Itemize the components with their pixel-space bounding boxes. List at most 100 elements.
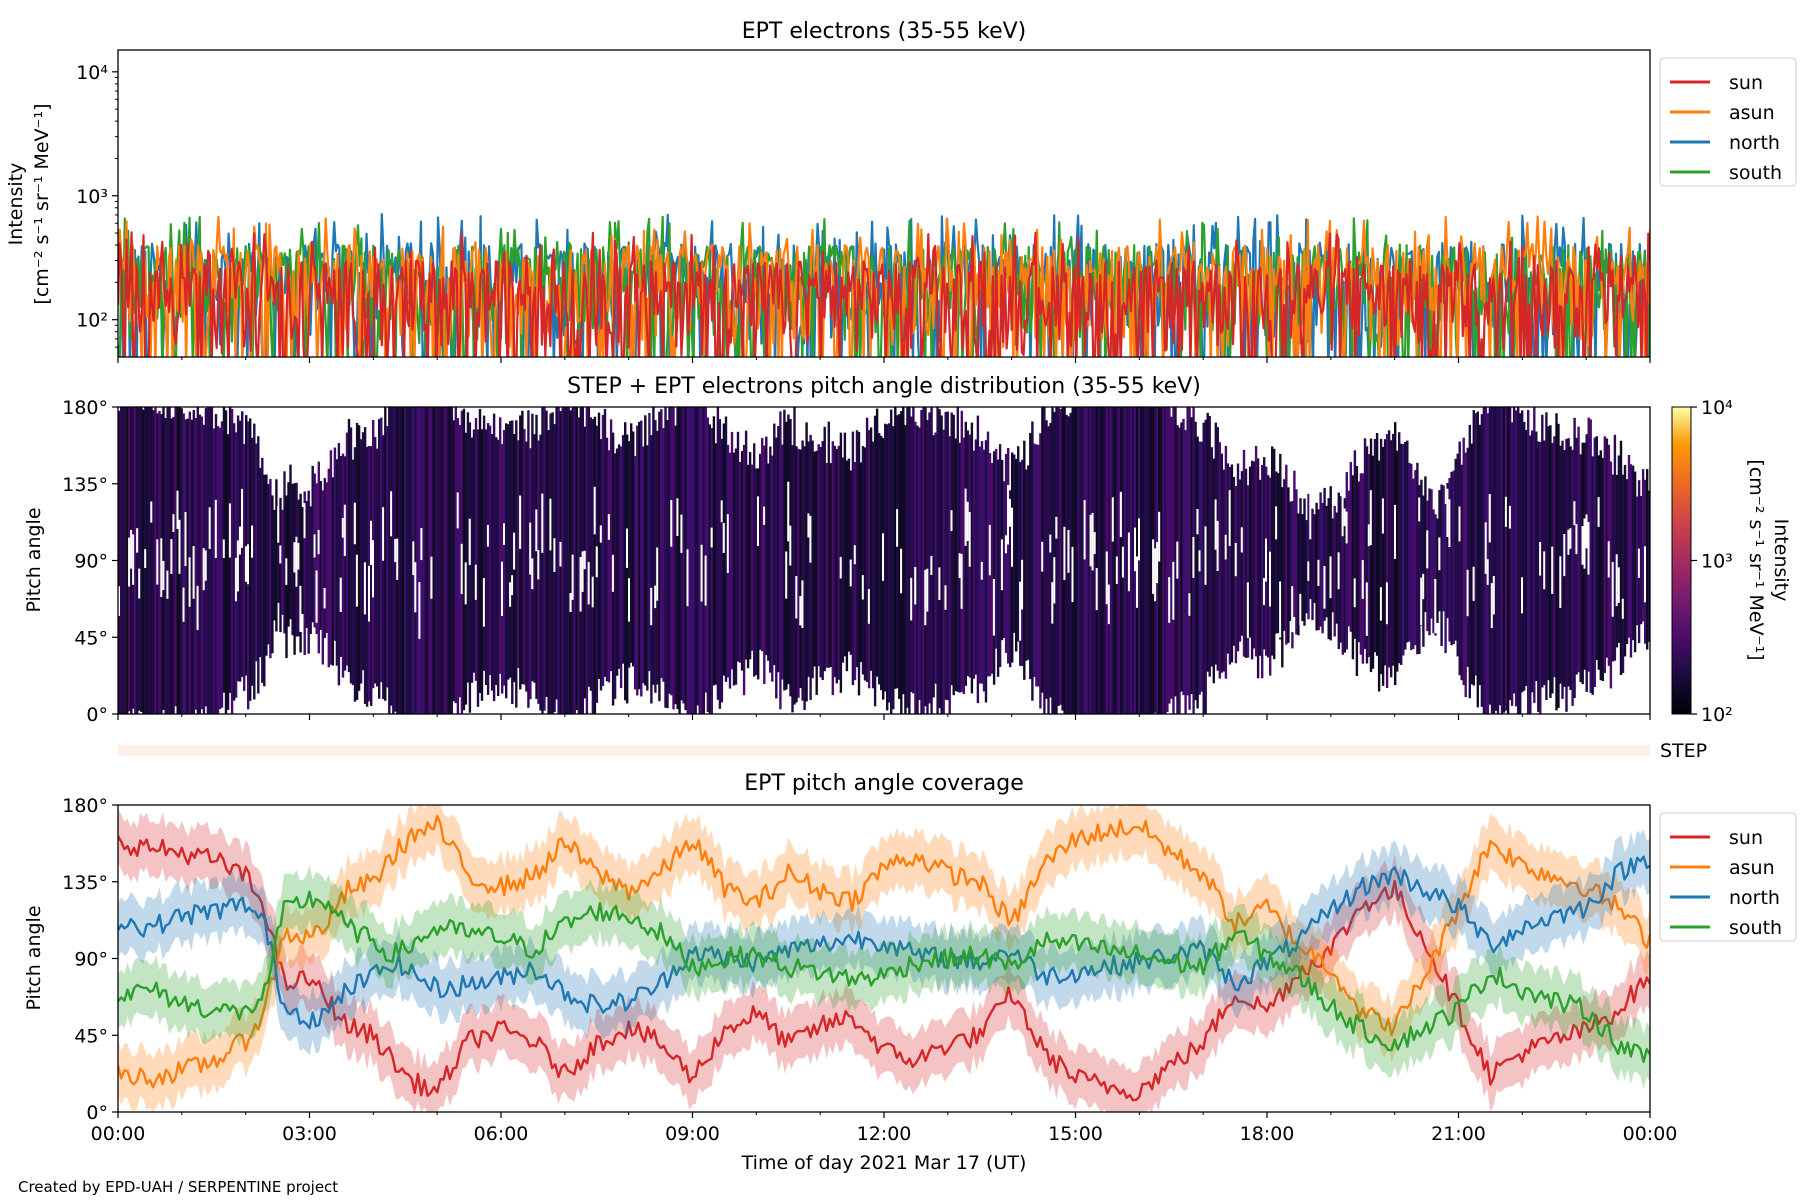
pad-cell xyxy=(1343,498,1346,653)
pad-cell xyxy=(1410,463,1413,651)
pad-gap xyxy=(1053,557,1056,604)
pad-cell xyxy=(1331,518,1334,613)
pad-cell xyxy=(275,479,278,632)
pad-gap xyxy=(1488,494,1492,543)
pad-cell xyxy=(617,444,621,669)
pad-cell xyxy=(1408,462,1411,642)
pad-cell xyxy=(492,413,496,702)
pad-cell xyxy=(597,412,601,679)
intensity-ylabel-line1: Intensity xyxy=(5,163,27,246)
pad-gap xyxy=(1607,541,1611,578)
pad-cell xyxy=(1119,407,1123,714)
pad-cell xyxy=(1289,501,1292,622)
pad-gap xyxy=(228,503,232,558)
pad-cell xyxy=(511,420,514,704)
pad-cell xyxy=(563,407,566,714)
pad-cell xyxy=(1496,407,1500,714)
pad-gap xyxy=(1504,496,1508,527)
pad-cell xyxy=(817,444,820,667)
pad-cell xyxy=(1325,505,1328,618)
pad-gap xyxy=(1418,497,1421,522)
pad-cell xyxy=(783,409,786,691)
pad-gap xyxy=(1353,578,1357,608)
pad-cell xyxy=(1379,438,1383,675)
pad-cell xyxy=(1138,407,1141,714)
pad-gap xyxy=(676,498,679,536)
pad-cell xyxy=(1242,449,1246,657)
pad-gap xyxy=(160,538,163,597)
pad-gap xyxy=(317,529,321,555)
pad-gap xyxy=(1573,501,1576,526)
pad-cell xyxy=(152,410,155,714)
pad-cell xyxy=(1081,407,1084,714)
pad-gap xyxy=(355,554,359,607)
pad-cell xyxy=(1238,479,1242,642)
pad-gap xyxy=(535,509,538,552)
pad-gap xyxy=(559,541,563,567)
pad-cell xyxy=(1275,471,1278,634)
pad-cell xyxy=(402,407,405,714)
pad-cell xyxy=(303,491,306,655)
pad-gap xyxy=(1134,527,1137,572)
pad-cell xyxy=(787,414,790,685)
pad-gap xyxy=(214,499,218,559)
pad-cell xyxy=(521,410,524,684)
pad-cell xyxy=(1073,407,1076,714)
pad-cell xyxy=(1252,461,1256,649)
pad-cell xyxy=(1160,407,1163,714)
coverage-series xyxy=(118,805,1650,1112)
pad-gap xyxy=(1089,514,1093,567)
pad-cell xyxy=(208,407,212,714)
pad-cell xyxy=(1414,470,1417,646)
pad-gap xyxy=(591,576,595,608)
pad-cell xyxy=(952,414,955,696)
pad-cell xyxy=(1166,407,1169,712)
pad-gap xyxy=(238,526,242,555)
pad-gap xyxy=(799,596,802,626)
pad-gap xyxy=(1228,490,1232,546)
pad-gap xyxy=(583,550,587,570)
pad-cell xyxy=(557,407,560,714)
pad-cell xyxy=(1555,413,1558,711)
pad-gap xyxy=(599,525,603,543)
pad-cell xyxy=(1125,407,1129,714)
pad-cell xyxy=(374,437,377,684)
pad-gap xyxy=(686,549,690,607)
pad-cell xyxy=(1254,446,1258,657)
coverage-ylabel: Pitch angle xyxy=(23,905,45,1010)
pad-cell xyxy=(1244,468,1248,658)
pad-gap xyxy=(501,561,504,616)
pad-cell xyxy=(1007,448,1010,664)
pad-gap xyxy=(1172,561,1175,620)
pad-cell xyxy=(805,422,808,702)
pad-cell xyxy=(753,443,756,677)
pad-cell xyxy=(615,448,619,676)
pad-cell xyxy=(224,410,228,714)
pad-cell xyxy=(448,407,451,714)
pad-cell xyxy=(1396,450,1399,672)
pad-cell xyxy=(603,408,607,677)
pad-cell xyxy=(1037,444,1040,687)
pad-cell xyxy=(982,449,986,692)
pad-cell xyxy=(1575,437,1578,675)
pad-gap xyxy=(700,544,704,602)
pad-cell xyxy=(1444,504,1447,654)
pad-cell xyxy=(811,440,814,679)
pad-gap xyxy=(414,562,417,613)
pad-gap xyxy=(910,577,913,621)
pad-gap xyxy=(464,562,468,605)
pad-cell xyxy=(904,425,907,714)
pad-cell xyxy=(1307,493,1310,620)
pad-cell xyxy=(946,411,949,701)
pad-cell xyxy=(1079,407,1082,714)
pad-cell xyxy=(561,407,564,714)
pad-cell xyxy=(1557,423,1560,708)
pad-cell xyxy=(1051,407,1054,714)
pad-cell xyxy=(996,459,1000,677)
pad-cell xyxy=(990,463,994,674)
pad-cell xyxy=(1319,492,1322,627)
pad-cell xyxy=(414,407,417,714)
pad-cell xyxy=(1164,407,1167,714)
pad-cell xyxy=(1375,433,1379,656)
pad-y-ticks: 0° 45° 90° 135° 180° xyxy=(62,397,118,726)
